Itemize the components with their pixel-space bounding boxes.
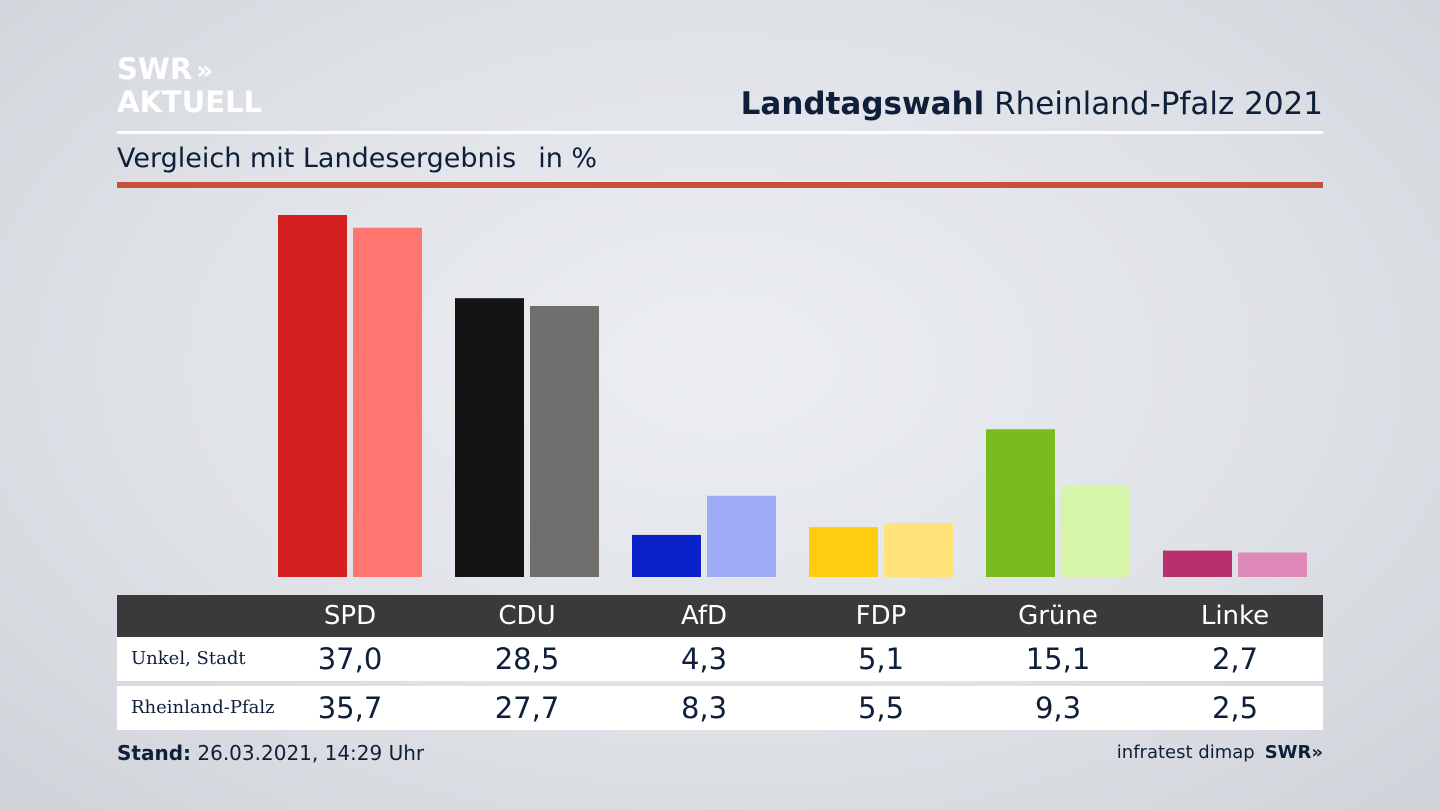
table-row: Unkel, Stadt 37,0 28,5 4,3 5,1 15,1 2,7: [117, 637, 1323, 681]
column-header: SPD: [323, 601, 377, 631]
table-cell: 8,3: [680, 691, 728, 725]
subtitle-unit: in %: [538, 143, 598, 174]
bar-cdu-state: [530, 305, 599, 577]
subtitle-text: Vergleich mit Landesergebnis: [117, 143, 517, 174]
column-header: FDP: [855, 601, 907, 631]
title-rest: Rheinland-Pfalz 2021: [994, 86, 1323, 122]
table-cell: 2,5: [1211, 691, 1259, 725]
bar-afd-local: [632, 534, 701, 577]
column-header: CDU: [498, 601, 556, 631]
table-cell: 5,5: [857, 691, 905, 725]
timestamp: Stand: 26.03.2021, 14:29 Uhr: [117, 741, 424, 765]
logo-line2: AKTUELL: [117, 85, 263, 119]
table-cell: 37,0: [317, 642, 383, 676]
bar-spd-state: [353, 227, 422, 577]
table-cell: 28,5: [494, 642, 560, 676]
stand-value: 26.03.2021, 14:29 Uhr: [197, 741, 425, 765]
title-bold: Landtagswahl: [740, 86, 985, 122]
accent-divider: [117, 182, 1323, 188]
bar-linke-local: [1163, 550, 1232, 577]
bar-grne-state: [1061, 486, 1130, 577]
table-cell: 15,1: [1025, 642, 1091, 676]
bar-fdp-local: [809, 527, 878, 577]
results-table: SPD CDU AfD FDP Grüne Linke Unkel, Stadt 37,0 2…: [117, 595, 1323, 730]
title-divider: [117, 131, 1323, 134]
bar-fdp-state: [884, 523, 953, 577]
bar-grne-local: [986, 429, 1055, 577]
table-cell: 9,3: [1034, 691, 1082, 725]
table-header: SPD CDU AfD FDP Grüne Linke: [117, 595, 1323, 637]
table-cell: 5,1: [857, 642, 905, 676]
row-label: Rheinland-Pfalz: [131, 697, 275, 718]
logo-arrows-icon: »: [196, 56, 213, 86]
source-name: infratest dimap: [1116, 742, 1255, 763]
row-label: Unkel, Stadt: [131, 648, 246, 669]
table-row: Rheinland-Pfalz 35,7 27,7 8,3 5,5 9,3 2,5: [117, 686, 1323, 730]
column-header: AfD: [680, 601, 728, 631]
table-cell: 35,7: [317, 691, 383, 725]
swr-logo: SWR»: [1264, 742, 1323, 763]
source-credit: infratest dimap SWR»: [1117, 742, 1323, 763]
column-header: Grüne: [1018, 601, 1098, 631]
bar-linke-state: [1238, 552, 1307, 577]
table-cell: 2,7: [1211, 642, 1259, 676]
bar-spd-local: [278, 215, 347, 577]
logo-line1: SWR: [117, 52, 193, 86]
page-title: Landtagswahl Rheinland-Pfalz 2021: [741, 86, 1323, 122]
table-body: Unkel, Stadt 37,0 28,5 4,3 5,1 15,1 2,7 Rheinla…: [117, 637, 1323, 730]
swr-aktuell-logo: SWR» AKTUELL: [117, 54, 262, 118]
stand-label: Stand:: [117, 741, 192, 765]
column-header: Linke: [1200, 601, 1270, 631]
bar-afd-state: [707, 495, 776, 577]
bar-cdu-local: [455, 298, 524, 577]
chart-subtitle: Vergleich mit Landesergebnis in %: [117, 143, 597, 174]
table-cell: 27,7: [494, 691, 560, 725]
bar-chart: [278, 215, 1307, 577]
table-cell: 4,3: [680, 642, 728, 676]
